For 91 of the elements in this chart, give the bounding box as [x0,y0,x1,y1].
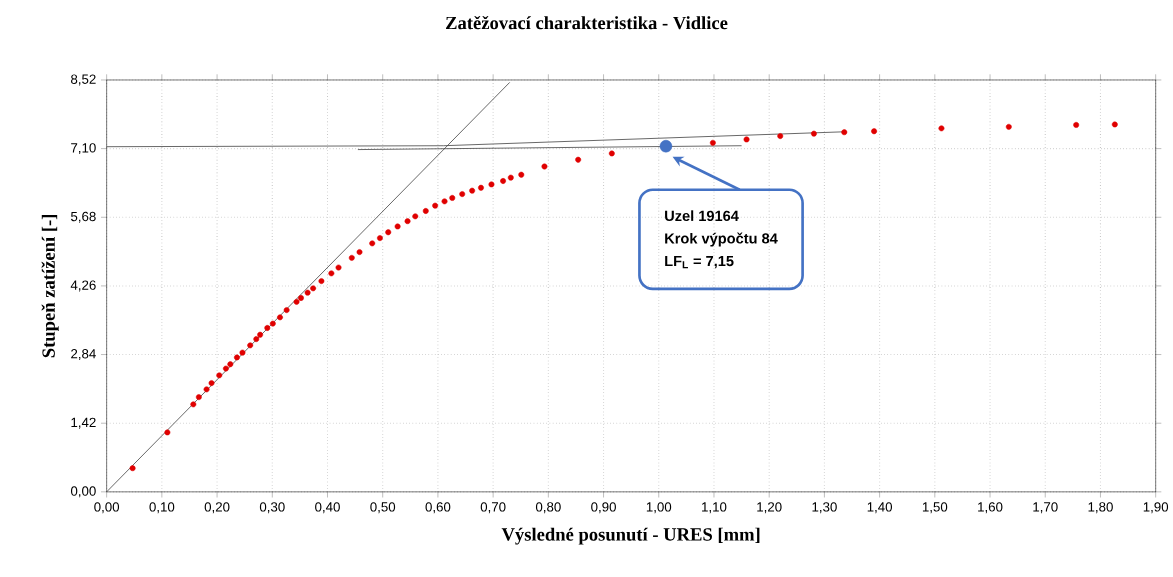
point [269,320,276,327]
point [335,264,342,271]
x-tick-label: 0,20 [204,502,230,514]
x-tick-label: 1,30 [812,502,837,514]
point [709,139,716,146]
annotation: Krok výpočtu 84 [665,232,778,247]
point [412,213,419,220]
point [575,156,582,163]
x-tick-label: 1,20 [757,502,782,514]
x-tick-label: 1,60 [978,502,1003,514]
x-tick-label: 0,40 [315,502,340,514]
point [478,184,484,191]
y-tick-label: 5,68 [70,211,96,223]
point [1111,121,1118,128]
point [507,174,514,181]
x-tick-label: 0,70 [480,502,506,514]
point [253,336,260,342]
point [356,249,363,255]
point [608,150,615,157]
x-tick-label: 1,40 [867,502,893,514]
point [247,342,254,349]
x-axis-title: Výsledné posunutí - URES [mm] [501,527,760,545]
x-tick-label: 1,70 [1033,502,1058,514]
point [777,133,784,139]
point [257,331,264,338]
chart-title: Zatěžovací charakteristika - Vidlice [446,15,728,30]
x-tick-label: 0,60 [425,502,451,514]
point [469,187,476,194]
y-tick-label: 4,26 [70,280,96,292]
point [377,235,383,241]
point [459,191,466,197]
point [164,429,171,436]
point [404,218,411,224]
point [318,278,325,284]
point [227,361,234,368]
point [385,229,392,236]
point [871,128,878,135]
point [488,181,495,188]
x-tick-label: 0,30 [259,502,285,514]
x-tick-label: 0,50 [370,502,396,514]
point [1005,123,1012,130]
point [841,129,848,136]
y-tick-label: 2,84 [71,349,96,360]
x-tick-label: 1,50 [922,502,948,514]
y-axis-title: Stupeň zatížení [-] [41,214,59,358]
y-tick-label: 7,10 [71,143,96,155]
point [239,349,246,356]
point [298,294,304,301]
point [810,130,817,137]
point [518,171,525,178]
point [208,380,215,386]
point [743,136,750,143]
point [500,178,506,184]
point [234,354,240,361]
point [348,254,355,261]
point [129,465,136,472]
point [328,270,335,277]
x-tick-label: 0,90 [591,502,616,514]
point [449,194,456,201]
point [277,314,283,321]
point [283,307,290,313]
x-tick-label: 0,80 [535,502,561,514]
x-tick-label: 1,90 [1143,502,1169,514]
point [394,223,401,230]
y-tick-label: 1,42 [71,417,96,429]
y-tick-label: 0,00 [70,486,96,498]
point [422,207,429,214]
point [1073,121,1080,128]
point [369,240,376,247]
point [195,394,202,400]
point [304,289,311,296]
point [216,372,223,379]
point [264,324,271,331]
annotation: LF$_{L}$ = 7,15 [665,255,734,269]
x-tick-label: 1,10 [702,502,727,514]
point [310,285,317,292]
point [938,125,945,132]
point [203,386,210,393]
x-tick-label: 0,00 [94,502,120,514]
x-tick-label: 1,00 [646,502,672,514]
annotation: Uzel 19164 [665,210,739,221]
point [541,163,548,170]
point [190,401,197,408]
point [659,139,673,153]
x-tick-label: 0,10 [149,502,175,514]
x-tick-label: 1,80 [1088,502,1113,514]
point [293,298,300,305]
point [441,198,448,205]
point [432,202,439,209]
y-tick-label: 8,52 [71,74,96,86]
point [222,365,229,372]
